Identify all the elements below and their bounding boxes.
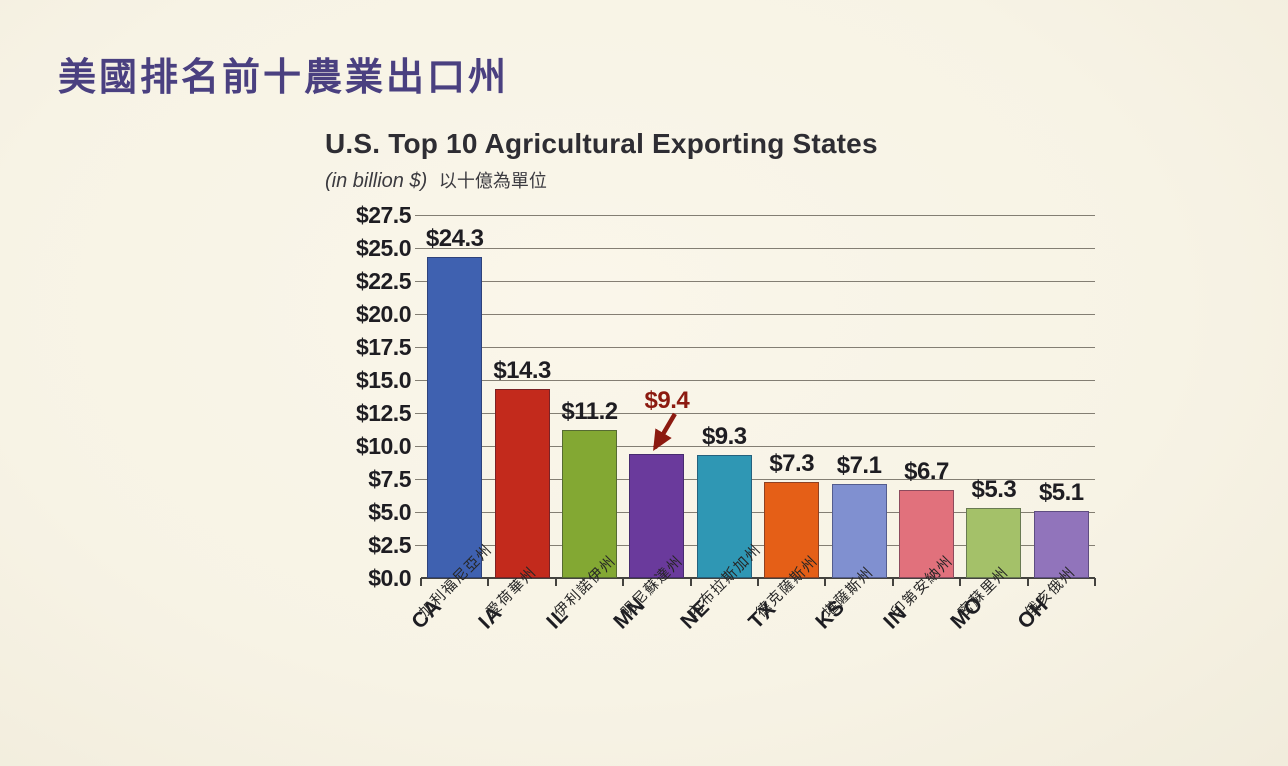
gridline <box>415 479 1095 480</box>
x-axis-tick <box>622 578 625 586</box>
value-label-CA: $24.3 <box>425 225 484 253</box>
x-axis-tick <box>1026 578 1029 586</box>
bar-OH <box>1033 510 1089 578</box>
value-label-IA: $14.3 <box>493 357 551 385</box>
y-axis-tick-label: $22.5 <box>355 268 412 294</box>
gridline <box>415 380 1095 381</box>
gridline <box>415 281 1095 282</box>
value-label-OH: $5.1 <box>1038 478 1084 506</box>
value-label-NE: $9.3 <box>701 423 747 451</box>
value-label-KS: $7.1 <box>836 452 882 480</box>
bar-NE <box>696 455 752 578</box>
y-axis-tick-label: $10.0 <box>355 433 412 459</box>
x-axis-tick <box>487 578 490 586</box>
y-axis-tick-label: $27.5 <box>355 202 412 228</box>
x-axis-tick <box>554 578 557 586</box>
bar-IL <box>562 430 617 578</box>
gridline <box>415 446 1095 447</box>
bar-KS <box>831 484 887 578</box>
x-axis-tick <box>1094 578 1096 586</box>
bar-CA <box>427 257 483 578</box>
gridline <box>415 512 1095 513</box>
y-axis-tick-label: $17.5 <box>355 334 412 360</box>
value-label-IL: $11.2 <box>561 398 618 426</box>
x-axis-tick <box>891 578 894 586</box>
bar-TX <box>764 481 820 578</box>
y-axis-tick-label: $2.5 <box>368 532 411 558</box>
page-title: 美國排名前十農業出口州 <box>58 57 510 99</box>
chart-block: U.S. Top 10 Agricultural Exporting State… <box>325 128 1245 634</box>
y-axis-tick-label: $7.5 <box>368 466 411 492</box>
value-label-TX: $7.3 <box>769 449 815 477</box>
bar-MN <box>629 453 685 578</box>
gridline <box>415 347 1095 348</box>
y-axis-tick-label: $20.0 <box>355 301 412 327</box>
chart-title: U.S. Top 10 Agricultural Exporting State… <box>325 128 878 159</box>
chart-subtitle-zh: 以十億為單位 <box>438 171 547 191</box>
x-axis-tick <box>420 578 422 586</box>
gridline <box>415 248 1095 249</box>
value-label-IN: $6.7 <box>904 457 949 485</box>
value-label-MO: $5.3 <box>971 476 1017 503</box>
y-axis-tick-label: $0.0 <box>368 565 411 591</box>
x-axis-tick <box>824 578 827 586</box>
y-axis-tick-label: $15.0 <box>355 367 412 393</box>
gridline <box>415 413 1095 414</box>
gridline <box>415 545 1095 546</box>
bar-chart-plot: $0.0 $2.5 $5.0 $7.5 $10.0 $12.5 $15.0 $17.5 $20.… <box>325 200 1235 766</box>
value-label-MN: $9.4 <box>644 386 690 414</box>
y-axis-tick-label: $5.0 <box>368 499 411 525</box>
bar-MO <box>966 508 1022 578</box>
x-axis-tick <box>689 578 692 586</box>
y-axis-tick-label: $25.0 <box>355 235 412 261</box>
x-axis-tick <box>757 578 759 586</box>
x-axis-tick <box>959 578 962 586</box>
gridline <box>415 314 1095 315</box>
y-axis-tick-label: $12.5 <box>355 400 412 426</box>
bar-IN <box>899 489 954 578</box>
chart-subtitle-en: (in billion $) <box>325 170 428 192</box>
gridline <box>415 215 1095 216</box>
chart-subtitle: (in billion $) 以十億為單位 <box>325 167 1245 193</box>
bar-IA <box>494 389 550 578</box>
